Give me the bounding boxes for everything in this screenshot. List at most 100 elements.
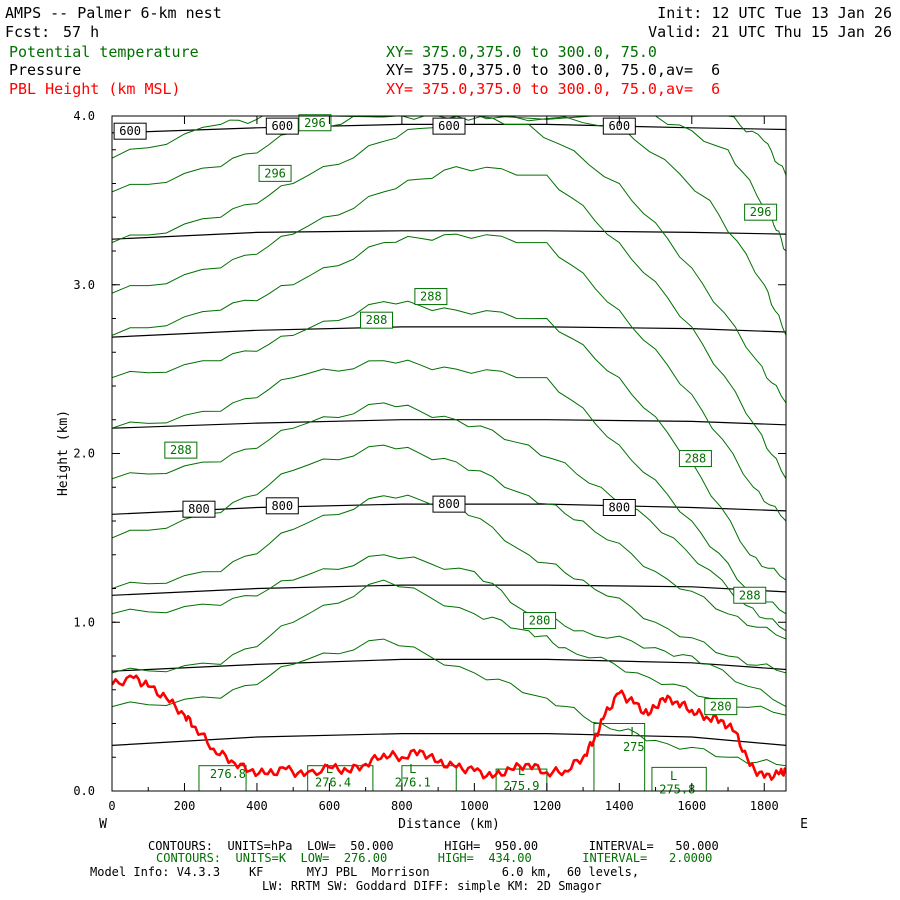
field-name-pbl: PBL Height (km MSL): [9, 80, 181, 98]
x-tick-label: 400: [246, 799, 268, 813]
low-center-label: 276.8: [210, 767, 246, 781]
theta-contour-label: 288: [739, 588, 761, 602]
field-xy-pressure: XY= 375.0,375.0 to 300.0, 75.0,av= 6: [386, 61, 721, 79]
pressure-contour-label-box: [432, 495, 466, 513]
pressure-contour-label: 600: [271, 119, 293, 133]
low-center-label: 275.9: [503, 779, 539, 793]
pressure-contour-label: 800: [608, 501, 630, 515]
x-tick-label: 200: [174, 799, 196, 813]
forecast-label: Fcst:: [5, 23, 51, 41]
theta-contour-label: 288: [366, 313, 388, 327]
pressure-contour-850: [112, 584, 786, 596]
low-center-label: L: [630, 725, 637, 739]
theta-contour: [112, 300, 786, 581]
x-tick-label: 1600: [677, 799, 706, 813]
x-tick-label: 1800: [750, 799, 779, 813]
pressure-contour-label-box: [113, 122, 147, 140]
theta-contour-label-box: [258, 164, 292, 182]
theta-contour: [112, 579, 786, 716]
theta-contour: [112, 166, 786, 480]
pressure-contour-label: 800: [188, 502, 210, 516]
theta-contour-label: 288: [685, 452, 707, 466]
pressure-contour-label-box: [265, 497, 299, 515]
theta-contour: [112, 359, 786, 615]
pressure-contour-label: 800: [271, 499, 293, 513]
chart-title: AMPS -- Palmer 6-km nest: [5, 4, 222, 22]
pressure-contour-800: [112, 503, 786, 515]
pressure-contour-label: 600: [608, 119, 630, 133]
footer-model-info: Model Info: V4.3.3 KF MYJ PBL Morrison 6…: [90, 865, 640, 879]
low-center-label: L: [670, 769, 677, 783]
pressure-contour-650: [112, 230, 786, 240]
theta-contour: [727, 116, 786, 176]
pressure-contour-label: 600: [119, 124, 141, 138]
valid-time: Valid: 21 UTC Thu 15 Jan 26: [648, 23, 892, 41]
x-tick-label: 800: [391, 799, 413, 813]
pressure-contour-label-box: [182, 500, 216, 518]
theta-contour: [112, 444, 786, 640]
theta-contour-label-box: [164, 441, 198, 459]
footer-physics: LW: RRTM SW: Goddard DIFF: simple KM: 2D…: [262, 879, 602, 893]
field-xy-pbl: XY= 375.0,375.0 to 300.0, 75.0,av= 6: [386, 80, 721, 98]
low-center-label: 276.1: [395, 776, 431, 790]
theta-contour: [112, 402, 786, 632]
theta-contour: [112, 554, 786, 708]
x-tick-label: 0: [108, 799, 115, 813]
theta-contour-label-box: [298, 114, 332, 132]
theta-contour-label-box: [678, 450, 712, 468]
low-center-label: L: [518, 764, 525, 778]
theta-contour: [112, 638, 786, 767]
axes: 0 200 400 600 800 1000 1200 1400 1600 1800 0.0 1.0 2…: [73, 109, 786, 813]
theta-contour-label: 288: [420, 290, 442, 304]
west-label: W: [99, 817, 107, 832]
theta-contour: [112, 233, 786, 522]
y-tick-label: 3.0: [73, 278, 95, 292]
pressure-contour-950: [112, 733, 786, 746]
low-center-label: 275: [623, 740, 645, 754]
low-center-label: L: [326, 762, 333, 776]
pressure-contour-label-box: [602, 499, 636, 516]
y-tick-label: 2.0: [73, 447, 95, 461]
y-tick-label: 0.0: [73, 784, 95, 798]
theta-contour-label: 296: [750, 205, 772, 219]
east-label: E: [800, 817, 808, 832]
init-time: Init: 12 UTC Tue 13 Jan 26: [657, 4, 892, 22]
x-tick-label: 600: [319, 799, 341, 813]
theta-contour-label: 280: [710, 700, 732, 714]
theta-contour-label: 288: [170, 443, 192, 457]
y-axis-label: Height (km): [56, 410, 71, 496]
low-center-label: 275.8: [659, 782, 695, 796]
pbl-height-line: [112, 674, 786, 781]
theta-contour-label: 296: [264, 166, 286, 180]
forecast-hour: 57 h: [63, 23, 100, 41]
low-center-label: L: [409, 762, 416, 776]
field-xy-theta: XY= 375.0,375.0 to 300.0, 75.0: [386, 43, 657, 61]
pressure-contour-750: [112, 419, 786, 429]
contour-labels: 600 600 600 600 800 800 800 800 296 296 296 288 288 2…: [113, 114, 778, 716]
theta-contour-label-box: [704, 698, 738, 716]
pressure-contours: [112, 123, 786, 746]
field-name-pressure: Pressure: [9, 61, 82, 79]
pressure-contour-700: [112, 326, 786, 338]
theta-contour-label: 280: [529, 614, 551, 628]
pbl-height-series: [112, 674, 786, 781]
theta-contour-label-box: [744, 203, 778, 221]
pressure-contour-600: [112, 123, 786, 134]
theta-contour: [112, 494, 786, 674]
pressure-contour-label-box: [265, 117, 299, 135]
theta-contour-label-box: [414, 288, 448, 306]
theta-contour: [112, 116, 786, 336]
theta-contour-label-box: [733, 586, 767, 604]
x-axis-label: Distance (km): [398, 817, 500, 832]
theta-contour: [112, 116, 786, 404]
theta-contours: [112, 116, 786, 767]
y-tick-label: 1.0: [73, 615, 95, 629]
pressure-contour-label: 600: [438, 119, 460, 133]
low-center-label: 276.4: [315, 776, 351, 790]
theta-contour-label: 296: [304, 116, 326, 130]
field-name-theta: Potential temperature: [9, 43, 199, 61]
x-tick-label: 1000: [460, 799, 489, 813]
theta-contour-label-box: [523, 612, 557, 630]
